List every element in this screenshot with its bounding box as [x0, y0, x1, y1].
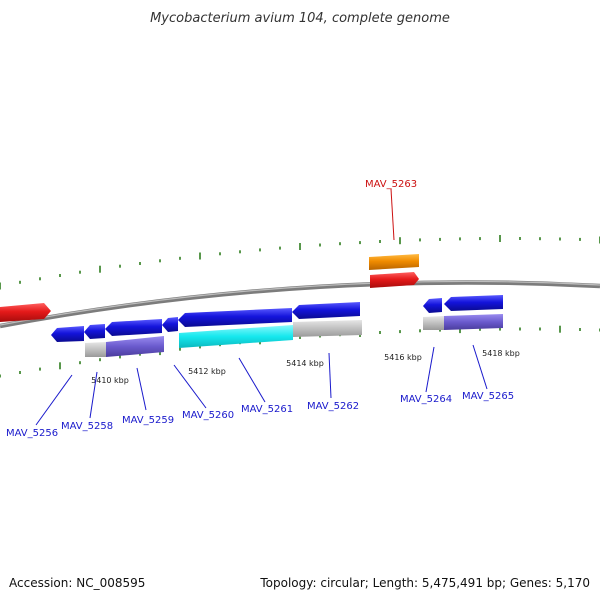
gene-label-mav-5264[interactable]: MAV_5264	[400, 394, 452, 405]
gene-arrow-mav-5258[interactable]	[84, 324, 105, 339]
chromosome-backbone	[0, 280, 600, 329]
gene-arrow-forward[interactable]	[0, 303, 51, 322]
scale-label: 5412 kbp	[188, 367, 226, 376]
gene-label-mav-5261[interactable]: MAV_5261	[241, 404, 293, 415]
gene-arrow-mav-5262[interactable]	[292, 302, 360, 319]
gene-label-mav-5256[interactable]: MAV_5256	[6, 428, 58, 439]
gene-features	[0, 254, 503, 357]
gene-arrow-mav-5261[interactable]	[178, 308, 292, 327]
gene-arrow-mav-5256[interactable]	[51, 326, 84, 342]
gene-label-mav-5262[interactable]: MAV_5262	[307, 401, 359, 412]
accession-text: Accession: NC_008595	[9, 576, 145, 590]
cds-bar-mav-5264[interactable]	[423, 316, 444, 330]
scale-label: 5414 kbp	[286, 359, 324, 368]
gene-label-mav-5265[interactable]: MAV_5265	[462, 391, 514, 402]
map-title: Mycobacterium avium 104, complete genome	[150, 11, 450, 26]
gene-arrow-mav-5264[interactable]	[423, 298, 442, 313]
gene-labels: MAV_5256 MAV_5258 MAV_5259 MAV_5260 MAV_…	[6, 179, 514, 439]
cds-bar-mav-5263[interactable]	[369, 254, 419, 270]
scale-labels: 5410 kbp 5412 kbp 5414 kbp 5416 kbp 5418…	[91, 349, 520, 385]
genome-summary-text: Topology: circular; Length: 5,475,491 bp…	[259, 576, 590, 590]
gene-arrow-mav-5259[interactable]	[105, 319, 162, 336]
gene-label-mav-5258[interactable]: MAV_5258	[61, 421, 113, 432]
gene-arrow-mav-5263[interactable]	[370, 272, 419, 288]
cds-bar-mav-5259[interactable]	[106, 336, 164, 357]
gene-arrow-mav-5265[interactable]	[444, 295, 503, 311]
cds-bar-mav-5262[interactable]	[293, 320, 362, 337]
gene-arrow-mav-5260[interactable]	[162, 317, 178, 332]
gene-label-mav-5263[interactable]: MAV_5263	[365, 179, 417, 190]
cds-bar-mav-5258[interactable]	[85, 342, 106, 357]
scale-label: 5410 kbp	[91, 376, 129, 385]
cds-bar-mav-5261[interactable]	[179, 325, 293, 348]
gene-label-leaders	[35, 188, 488, 426]
outer-tick-ring	[0, 235, 600, 290]
gene-label-mav-5260[interactable]: MAV_5260	[182, 410, 234, 421]
scale-label: 5416 kbp	[384, 353, 422, 362]
gene-label-mav-5259[interactable]: MAV_5259	[122, 415, 174, 426]
scale-label: 5418 kbp	[482, 349, 520, 358]
cds-bar-mav-5265[interactable]	[444, 314, 503, 330]
